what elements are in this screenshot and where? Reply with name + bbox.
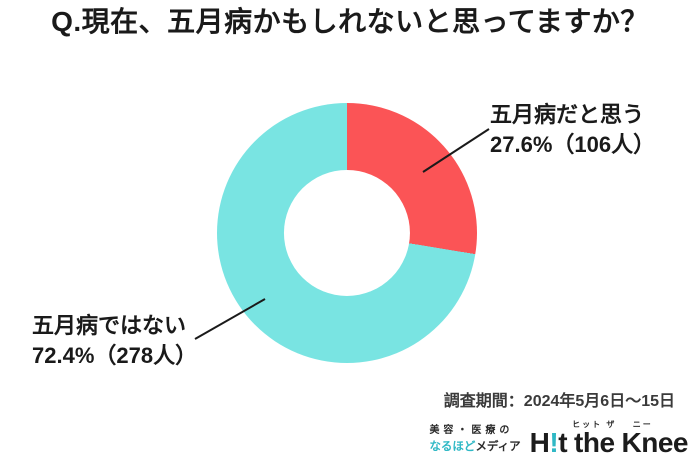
- logo-tagline-highlight: なるほど: [429, 441, 476, 453]
- survey-period: 調査期間：2024年5月6日～15日: [443, 393, 675, 410]
- callout-think-so-value: 27.6%（106人）: [490, 132, 656, 157]
- logo-ruby-the: ヒット ザ: [572, 420, 617, 429]
- logo-knee-text: Knee: [621, 427, 689, 458]
- logo-brand: H! t ヒット ザ the ニー Knee: [529, 421, 689, 458]
- donut-chart: [217, 103, 477, 363]
- page-title: Q.現在、五月病かもしれないと思ってますか？: [51, 6, 649, 37]
- logo-the-text: the: [574, 427, 615, 458]
- logo-tagline-rest: メディア: [475, 441, 521, 453]
- logo-word-knee: ニー Knee: [621, 421, 689, 458]
- logo-ruby-knee: ニー: [632, 420, 653, 429]
- callout-not-value: 72.4%（278人）: [32, 343, 198, 368]
- site-logo: 美容・医療の なるほどメディア H! t ヒット ザ the ニー Knee: [429, 419, 688, 457]
- logo-tagline: 美容・医療の なるほどメディア: [429, 421, 520, 457]
- callout-not-label: 五月病ではない: [32, 313, 187, 338]
- donut-hole: [283, 169, 411, 297]
- logo-letter-h: H: [529, 427, 550, 458]
- logo-word-the: ヒット ザ the: [572, 421, 615, 458]
- callout-think-so: 五月病だと思う 27.6%（106人）: [490, 100, 655, 160]
- callout-think-so-label: 五月病だと思う: [490, 102, 645, 127]
- logo-tagline-line2: なるほどメディア: [429, 438, 520, 454]
- logo-tagline-line1: 美容・医療の: [429, 425, 514, 436]
- logo-letter-t: t: [558, 427, 568, 458]
- logo-exclamation: !: [549, 427, 559, 458]
- callout-not: 五月病ではない 72.4%（278人）: [32, 311, 197, 371]
